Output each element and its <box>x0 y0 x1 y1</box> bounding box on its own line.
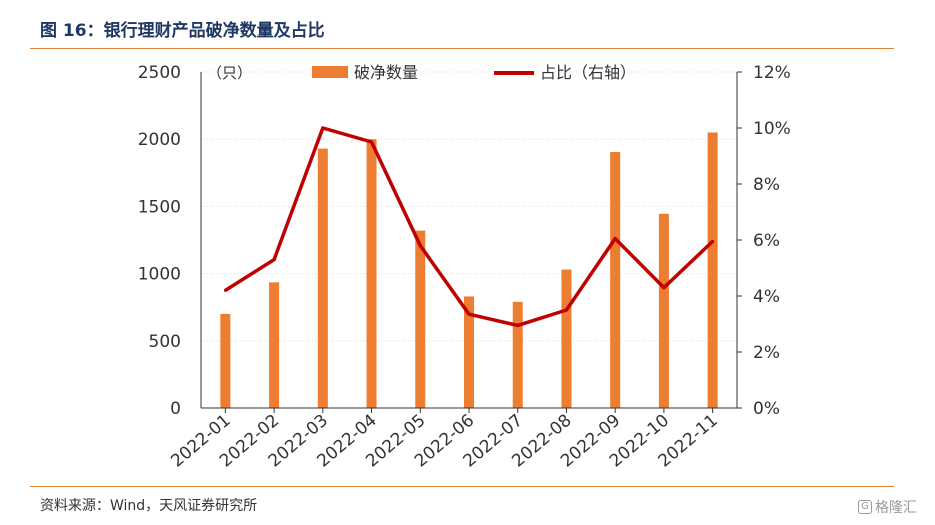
line-point <box>418 244 422 248</box>
y2-tick-label: 10% <box>753 119 791 139</box>
combo-chart: 050010001500200025000%2%4%6%8%10%12%（只）2… <box>138 63 791 471</box>
line-series <box>224 126 714 328</box>
bar <box>512 301 523 408</box>
y-tick-label: 1500 <box>138 197 181 217</box>
y-axis-unit: （只） <box>207 64 252 82</box>
y2-tick-label: 4% <box>753 287 780 307</box>
top-divider <box>30 48 894 49</box>
y-tick-label: 1000 <box>138 265 181 285</box>
y2-tick-label: 0% <box>753 399 780 419</box>
line-point <box>370 140 374 144</box>
line-point <box>711 239 715 243</box>
y-tick-label: 500 <box>149 332 181 352</box>
watermark-text: 格隆汇 <box>875 500 917 516</box>
y2-tick-label: 12% <box>753 63 791 83</box>
y-tick-label: 2500 <box>138 63 181 83</box>
bar <box>220 313 231 408</box>
bar <box>464 296 474 408</box>
legend-label-bars: 破净数量 <box>354 63 418 82</box>
line-point <box>321 126 325 130</box>
legend-label-line: 占比（右轴） <box>540 63 636 82</box>
y-tick-label: 2000 <box>138 130 181 150</box>
y2-tick-label: 8% <box>753 175 780 195</box>
line-point <box>613 237 617 241</box>
watermark: G 格隆汇 <box>858 497 917 517</box>
y2-tick-label: 6% <box>753 231 780 251</box>
bar <box>269 282 280 408</box>
y2-tick-label: 2% <box>753 343 780 363</box>
bar <box>658 213 669 408</box>
watermark-logo-icon: G <box>858 500 872 514</box>
source-note: 资料来源：Wind，天风证券研究所 <box>40 498 258 514</box>
bar <box>610 151 621 408</box>
legend-swatch-bars <box>312 66 348 78</box>
line-point <box>223 288 227 292</box>
bar <box>415 230 426 408</box>
line-point <box>564 308 568 312</box>
bar <box>707 132 718 409</box>
line-point <box>467 312 471 316</box>
y-tick-label: 0 <box>170 399 181 419</box>
bar <box>561 269 572 408</box>
line-point <box>516 323 520 327</box>
line-point <box>662 286 666 290</box>
chart-title: 图 16：银行理财产品破净数量及占比 <box>40 21 325 41</box>
bar <box>317 148 328 408</box>
bottom-divider <box>30 486 894 487</box>
line-point <box>272 258 276 262</box>
bar <box>366 139 377 408</box>
